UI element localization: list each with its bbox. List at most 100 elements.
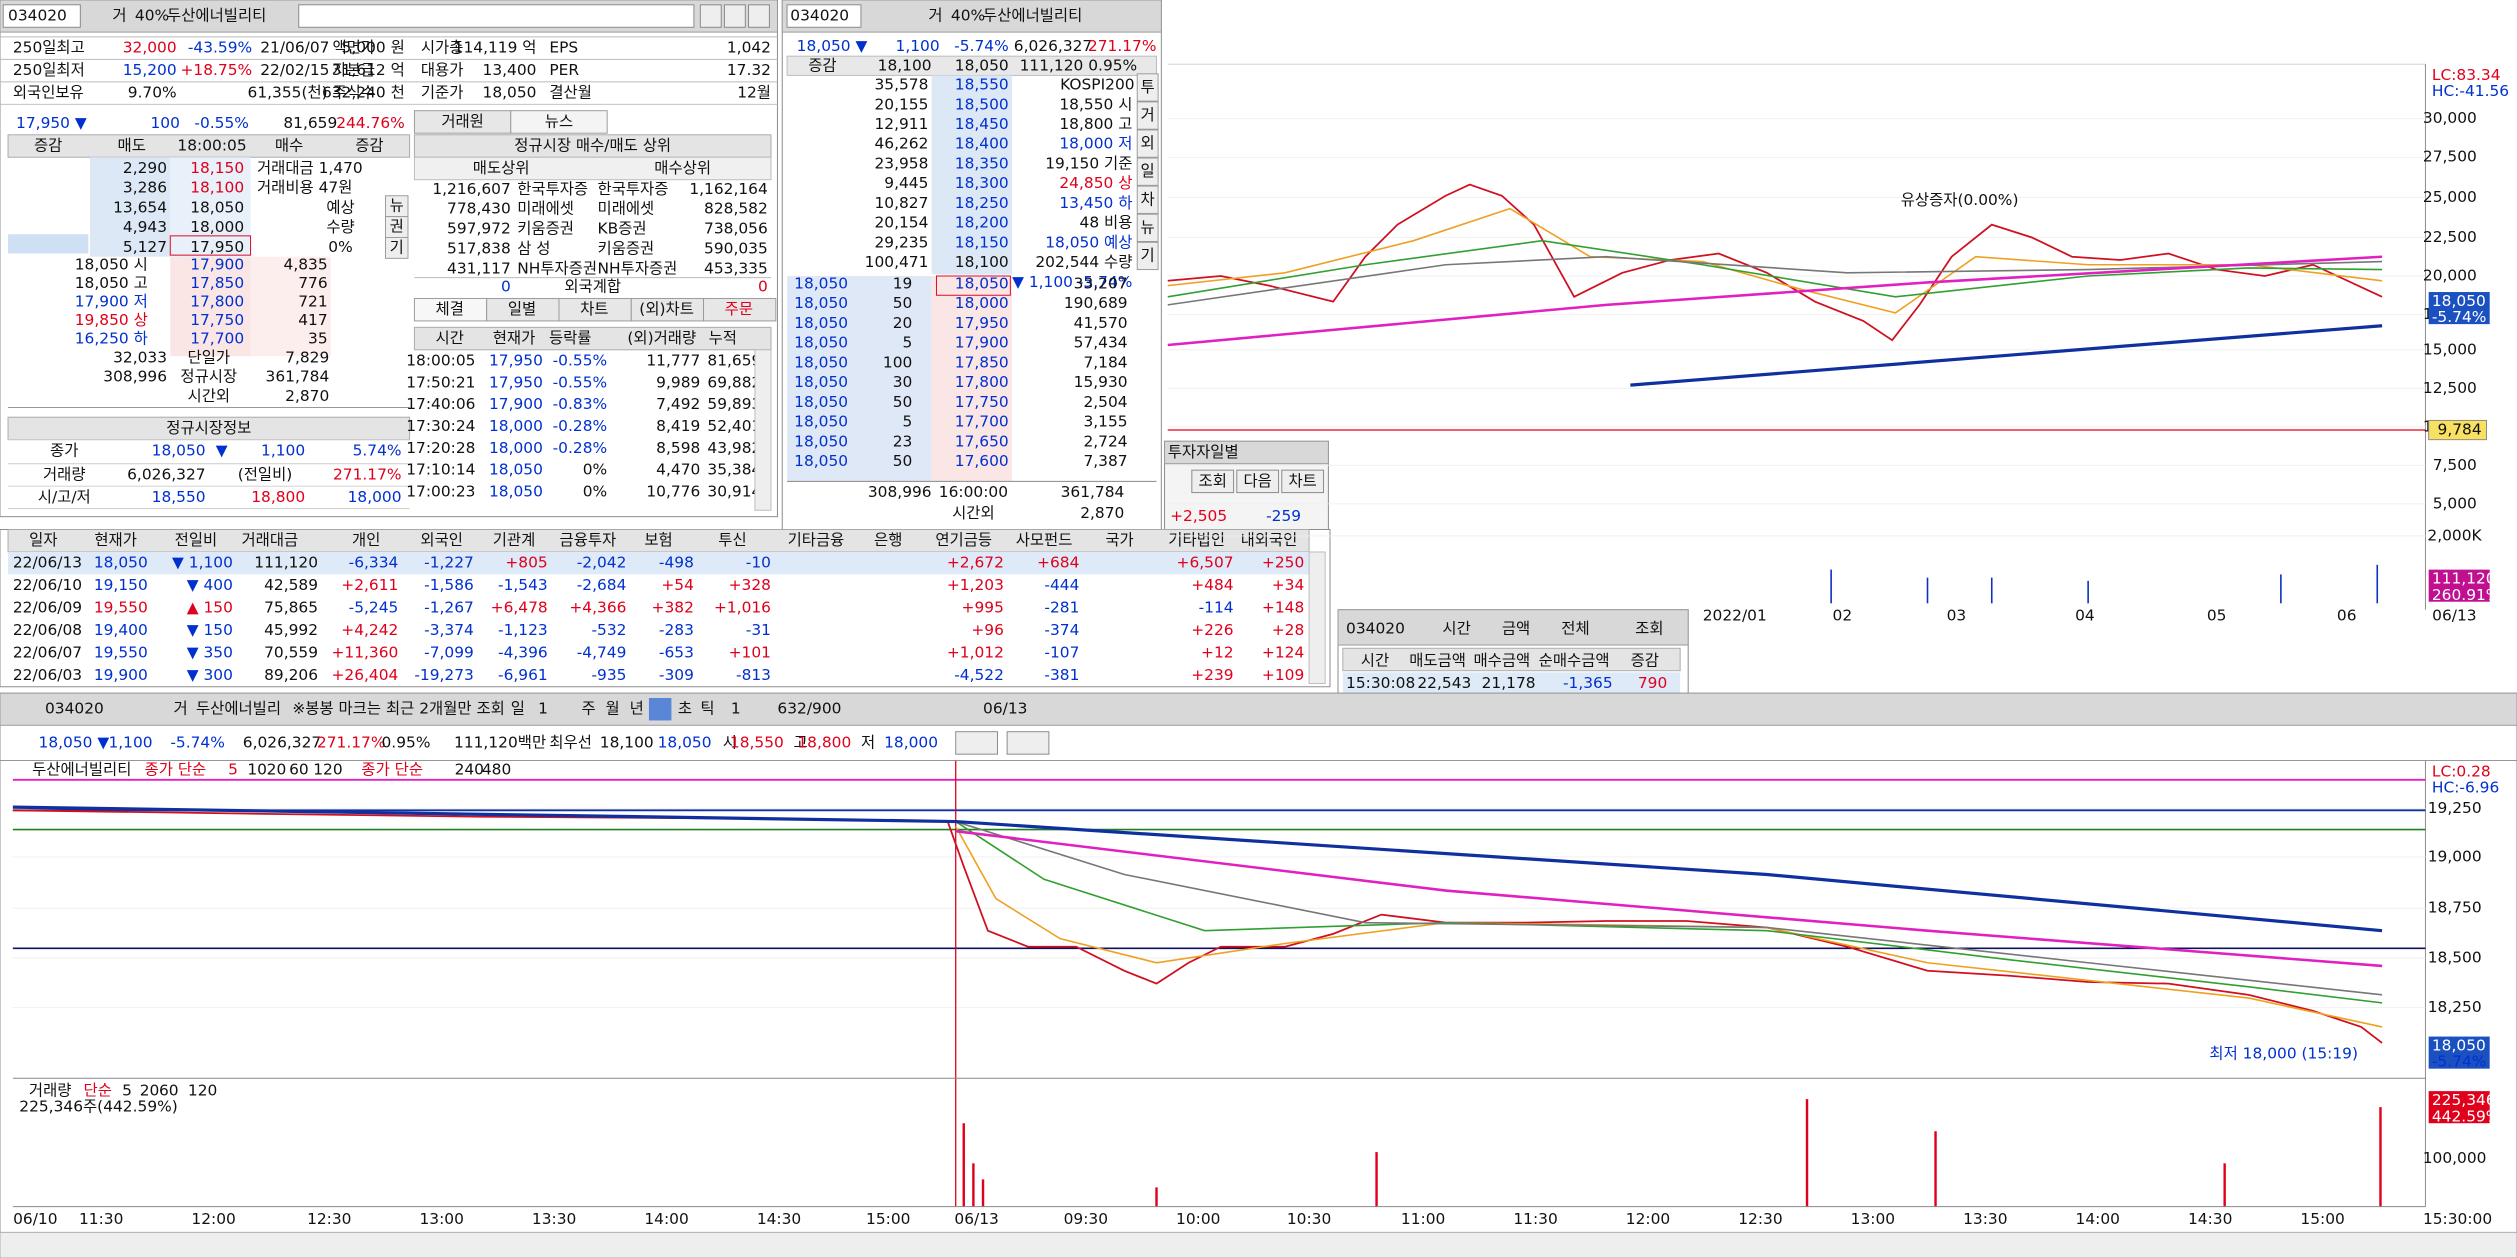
bid-cell: 4,835	[284, 255, 328, 273]
investor-cell: -2,042	[577, 554, 627, 572]
investor-cell: +1,012	[947, 644, 1004, 662]
quote-cell: 18,000	[884, 733, 938, 751]
quote-cell: 111,120백만	[454, 733, 546, 751]
toolbar-text: 전체	[1561, 620, 1589, 638]
legend-item: 480	[482, 761, 511, 779]
bid-cell: 2,504	[1083, 393, 1127, 411]
header-cell: 개인	[352, 531, 380, 549]
ask-cell: 18,150	[190, 159, 244, 177]
investor-cell: 89,206	[264, 666, 318, 684]
investor-cell: -6,334	[349, 554, 399, 572]
button	[1281, 469, 1325, 494]
chart-line	[955, 820, 2383, 996]
trade-cell: -0.28%	[553, 417, 608, 435]
investor-cell: -2,684	[577, 576, 627, 594]
ask-cell: 18,000	[190, 218, 244, 236]
x-tick-label: 11:30	[79, 1210, 123, 1228]
bid-cell: 7,184	[1083, 353, 1127, 371]
x-tick-label: 14:00	[2076, 1210, 2120, 1228]
broker-cell: 미래에셋	[517, 200, 574, 218]
header-cell: 보험	[644, 531, 672, 549]
bid-cell: 17,900 저	[75, 292, 148, 310]
header-cell: 금융투자	[560, 531, 617, 549]
investor-cell: -114	[1199, 599, 1234, 617]
info-cell: 5,000 원	[342, 39, 405, 57]
side-label: 투	[1141, 78, 1155, 96]
info-cell: 시가총	[421, 39, 464, 57]
investor-cell: +805	[505, 554, 547, 572]
ask-area	[89, 157, 171, 257]
scroll-toolbar	[0, 1231, 2517, 1258]
bid-cell: 18,050	[794, 393, 848, 411]
toolbar-text: 거	[928, 7, 942, 25]
investor-cell: 111,120	[254, 554, 318, 572]
icon-button	[699, 4, 722, 28]
button-label: 차트	[1288, 472, 1316, 490]
chart-line	[955, 825, 2383, 1028]
investor-cell: ▼ 400	[187, 576, 233, 594]
investor-cell: +4,242	[341, 621, 398, 639]
x-tick-label: 09:30	[1064, 1210, 1108, 1228]
info-cell: 9.70%	[128, 84, 177, 102]
x-tick-label: 10:00	[1176, 1210, 1220, 1228]
price-header: 17,950 ▼	[16, 114, 87, 132]
x-tick-label: 2022/01	[1703, 607, 1767, 625]
investor-cell: +995	[962, 599, 1004, 617]
quote-cell: 최우선	[549, 733, 592, 751]
scrollbar	[754, 349, 772, 511]
toolbar-text: 조회	[1635, 620, 1663, 638]
toolbar-text: 두산에너빌리	[196, 700, 281, 718]
header-cell: 사모펀드	[1016, 531, 1073, 549]
x-tick-label: 12:00	[191, 1210, 235, 1228]
ask-info: 거래비용 47원	[257, 179, 352, 197]
bid-cell: 18,050	[794, 452, 848, 470]
y-tick-label: 7,500	[2433, 456, 2477, 474]
bid-cell: 17,900	[190, 255, 244, 273]
x-tick-label: 04	[2075, 607, 2095, 625]
broker-cell: 778,430	[447, 200, 511, 218]
ask-info: 수량	[326, 218, 354, 236]
broker-cell: 미래에셋	[598, 200, 655, 218]
side-button	[1136, 185, 1159, 214]
x-tick-label: 14:00	[644, 1210, 688, 1228]
broker-cell: 590,035	[704, 240, 768, 258]
section-title: 정규시장 매수/매도 상위	[514, 137, 671, 155]
trade-cell: -0.55%	[553, 373, 608, 391]
x-tick-label: 02	[1833, 607, 1853, 625]
broker-cell: 1,216,607	[432, 180, 510, 198]
total-cell: 308,996	[868, 483, 932, 501]
legend-item: 두산에너빌리티	[32, 761, 131, 779]
broker-cell: 828,582	[704, 200, 768, 218]
search-box	[298, 4, 695, 28]
ask-cell: 18,250	[955, 194, 1009, 212]
header-cell: 누적	[709, 329, 737, 347]
toolbar-text: 034020	[45, 700, 104, 718]
header-cell: 순매수금액	[1539, 652, 1610, 670]
header-cell: 111,120 0.95%	[1020, 56, 1138, 74]
broker-cell: 한국투자증	[598, 180, 669, 198]
ask-info: 0%	[328, 238, 352, 256]
investor-cell: -6,961	[498, 666, 548, 684]
info-cell: 대용가	[421, 61, 464, 79]
ob-info: 18,050 예상	[1045, 233, 1132, 251]
bid-cell: 17,900	[955, 334, 1009, 352]
x-tick-label: 13:30	[1963, 1210, 2007, 1228]
investor-cell: -532	[591, 621, 626, 639]
ts-cell: 790	[1638, 674, 1667, 692]
bid-area	[170, 256, 251, 357]
chart-annotation: 최저 18,000 (15:19)	[2209, 1045, 2358, 1063]
total-cell: 32,033	[113, 348, 167, 366]
y-tick-label: 19,250	[2428, 799, 2482, 817]
total-cell: 시간외	[952, 504, 995, 522]
line-tag	[2428, 419, 2487, 441]
ask-cell: 46,262	[874, 135, 928, 153]
quote-cell: 18,800	[797, 733, 851, 751]
ask-cell: 20,155	[874, 95, 928, 113]
investor-cell: -309	[659, 666, 694, 684]
total-cell: 361,784	[1061, 483, 1125, 501]
investor-cell: +1,016	[714, 599, 771, 617]
trade-cell: 17,950	[489, 373, 543, 391]
investor-cell: -381	[1044, 666, 1079, 684]
info-cell: 22/02/15	[260, 61, 329, 79]
header-cell: 투신	[718, 531, 746, 549]
